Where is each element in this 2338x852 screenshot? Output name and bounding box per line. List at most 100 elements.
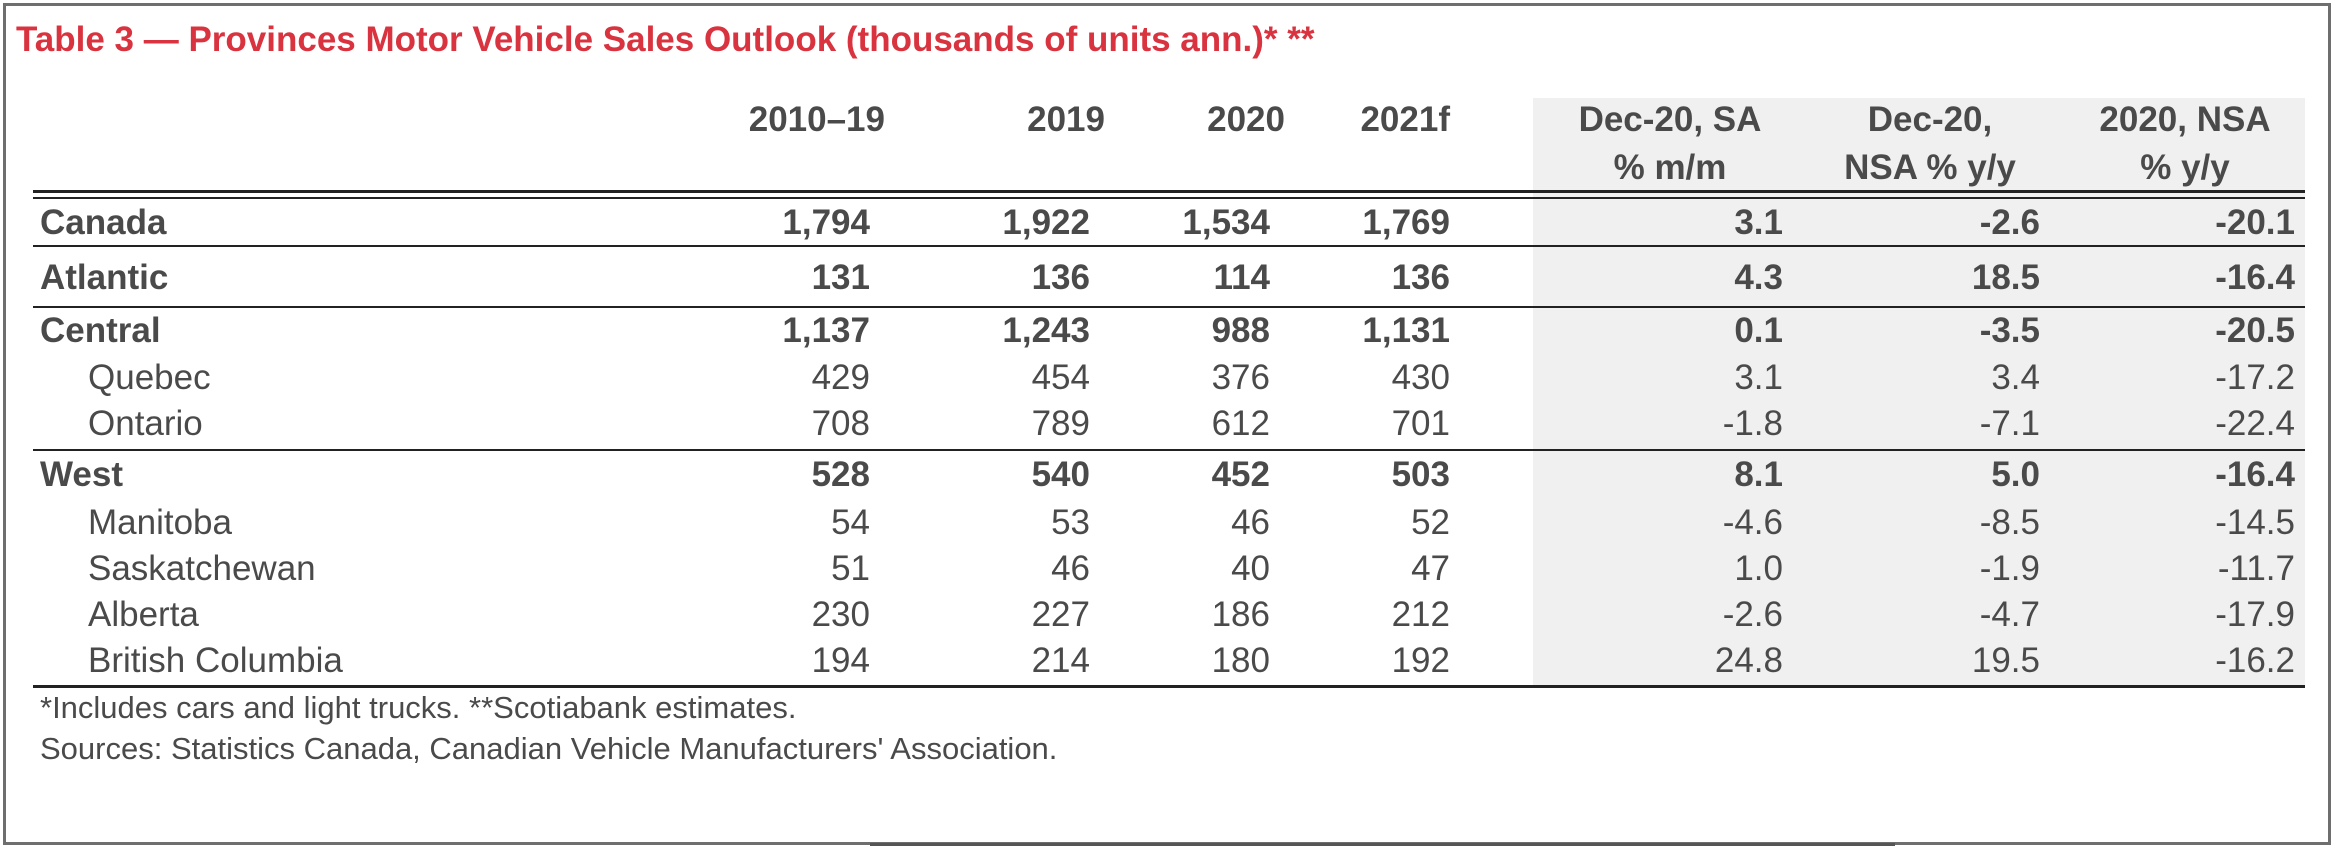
cell-value: 227 (1031, 595, 1090, 634)
row-label: Saskatchewan (88, 549, 316, 588)
cell-value: 40 (1231, 549, 1270, 588)
cell-value: -2.6 (1722, 595, 1783, 634)
cell-value: 1.0 (1734, 549, 1783, 588)
cell-value: -1.8 (1722, 404, 1783, 443)
cell-value: -20.1 (2215, 203, 2295, 242)
cell-value: -16.2 (2215, 641, 2295, 680)
cell-value: 503 (1391, 455, 1450, 494)
table-row-atlantic: Atlantic 131 136 114 136 4.3 18.5 -16.4 (0, 255, 2338, 301)
row-label: British Columbia (88, 641, 343, 680)
cell-value: -4.6 (1722, 503, 1783, 542)
bottom-divider (870, 843, 1895, 846)
cell-value: 51 (831, 549, 870, 588)
cell-value: 180 (1211, 641, 1270, 680)
table-row-saskatchewan: Saskatchewan 51 46 40 47 1.0 -1.9 -11.7 (0, 546, 2338, 592)
cell-value: -14.5 (2215, 503, 2295, 542)
table-bottom-rule (33, 685, 2305, 688)
row-separator (33, 306, 2305, 308)
cell-value: 8.1 (1734, 455, 1783, 494)
row-label: Canada (40, 203, 167, 242)
column-header-2020-nsa: 2020, NSA% y/y (2099, 100, 2271, 187)
cell-value: -16.4 (2215, 258, 2295, 297)
row-label: Ontario (88, 404, 203, 443)
table-row-central: Central 1,137 1,243 988 1,131 0.1 -3.5 -… (0, 308, 2338, 354)
row-separator (33, 449, 2305, 451)
cell-value: 47 (1411, 549, 1450, 588)
cell-value: 429 (811, 358, 870, 397)
table-row-canada: Canada 1,794 1,922 1,534 1,769 3.1 -2.6 … (0, 200, 2338, 246)
table-row-british-columbia: British Columbia 194 214 180 192 24.8 19… (0, 638, 2338, 684)
cell-value: 136 (1031, 258, 1090, 297)
cell-value: 528 (811, 455, 870, 494)
cell-value: 136 (1391, 258, 1450, 297)
cell-value: 3.1 (1734, 358, 1783, 397)
table-row-ontario: Ontario 708 789 612 701 -1.8 -7.1 -22.4 (0, 401, 2338, 447)
row-label: Atlantic (40, 258, 169, 297)
cell-value: 1,243 (1002, 311, 1090, 350)
cell-value: 0.1 (1734, 311, 1783, 350)
cell-value: -17.2 (2215, 358, 2295, 397)
cell-value: -7.1 (1979, 404, 2040, 443)
cell-value: 53 (1051, 503, 1090, 542)
cell-value: -22.4 (2215, 404, 2295, 443)
table-row-alberta: Alberta 230 227 186 212 -2.6 -4.7 -17.9 (0, 592, 2338, 638)
cell-value: 1,131 (1362, 311, 1450, 350)
cell-value: -1.9 (1979, 549, 2040, 588)
cell-value: -8.5 (1979, 503, 2040, 542)
cell-value: 54 (831, 503, 870, 542)
cell-value: 789 (1031, 404, 1090, 443)
cell-value: 18.5 (1971, 258, 2040, 297)
header-rule-top (33, 190, 2305, 193)
cell-value: -3.5 (1979, 311, 2040, 350)
cell-value: 4.3 (1734, 258, 1783, 297)
cell-value: 186 (1211, 595, 1270, 634)
cell-value: 192 (1391, 641, 1450, 680)
cell-value: 540 (1031, 455, 1090, 494)
cell-value: 454 (1031, 358, 1090, 397)
cell-value: -17.9 (2215, 595, 2295, 634)
row-separator (33, 245, 2305, 247)
column-header-2010-19: 2010–19 (748, 100, 885, 139)
cell-value: 1,137 (782, 311, 870, 350)
cell-value: 3.4 (1991, 358, 2040, 397)
cell-value: 1,794 (782, 203, 870, 242)
cell-value: 5.0 (1991, 455, 2040, 494)
row-label: Central (40, 311, 161, 350)
shaded-columns-background (1533, 98, 2305, 688)
row-label: Quebec (88, 358, 211, 397)
column-header-dec20-sa: Dec-20, SA% m/m (1578, 100, 1762, 187)
cell-value: -16.4 (2215, 455, 2295, 494)
cell-value: 1,922 (1002, 203, 1090, 242)
cell-value: -2.6 (1979, 203, 2040, 242)
cell-value: 194 (811, 641, 870, 680)
cell-value: 46 (1231, 503, 1270, 542)
cell-value: 214 (1031, 641, 1090, 680)
row-label: West (40, 455, 123, 494)
cell-value: 452 (1211, 455, 1270, 494)
cell-value: -4.7 (1979, 595, 2040, 634)
column-header-2021f: 2021f (1360, 100, 1450, 139)
header-rule-bottom (33, 197, 2305, 199)
table-title: Table 3 — Provinces Motor Vehicle Sales … (16, 20, 1315, 59)
cell-value: -11.7 (2217, 549, 2295, 588)
cell-value: 46 (1051, 549, 1090, 588)
column-header-dec20-nsa: Dec-20, NSA % y/y (1844, 100, 2016, 187)
table-row-manitoba: Manitoba 54 53 46 52 -4.6 -8.5 -14.5 (0, 500, 2338, 546)
cell-value: 131 (811, 258, 870, 297)
cell-value: -20.5 (2215, 311, 2295, 350)
table-row-west: West 528 540 452 503 8.1 5.0 -16.4 (0, 452, 2338, 498)
cell-value: 19.5 (1971, 641, 2040, 680)
cell-value: 988 (1211, 311, 1270, 350)
row-label: Alberta (88, 595, 199, 634)
cell-value: 376 (1211, 358, 1270, 397)
column-header-2020: 2020 (1207, 100, 1285, 139)
sources-note: Sources: Statistics Canada, Canadian Veh… (40, 731, 1058, 766)
cell-value: 708 (811, 404, 870, 443)
table-row-quebec: Quebec 429 454 376 430 3.1 3.4 -17.2 (0, 355, 2338, 401)
cell-value: 24.8 (1714, 641, 1783, 680)
cell-value: 3.1 (1734, 203, 1783, 242)
cell-value: 212 (1391, 595, 1450, 634)
footnote: *Includes cars and light trucks. **Scoti… (40, 690, 797, 725)
cell-value: 52 (1411, 503, 1450, 542)
row-label: Manitoba (88, 503, 232, 542)
